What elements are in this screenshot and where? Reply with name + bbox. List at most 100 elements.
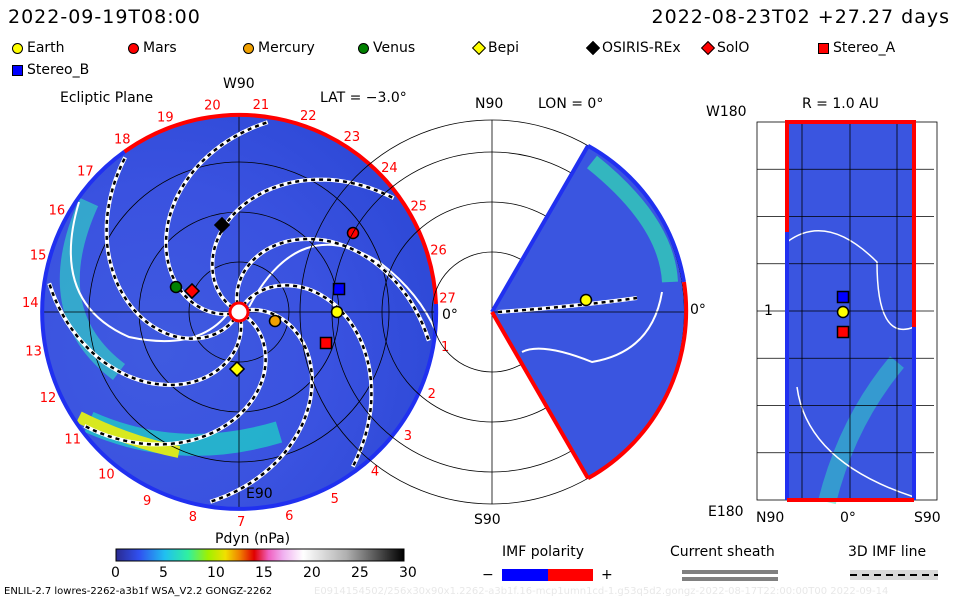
current-sheath-label: Current sheath (670, 544, 775, 560)
sector-number: 18 (114, 133, 131, 148)
radial-bottom-s90: S90 (914, 510, 941, 526)
sector-number: 3 (404, 429, 412, 444)
legend-item-bepi: Bepi (471, 40, 519, 56)
current-sheet-line (796, 386, 915, 498)
sector-number: 15 (30, 248, 47, 263)
polarity-rim-negative (587, 143, 686, 283)
marker-bepi (228, 360, 246, 378)
run-info: E0914154502/256x30x90x1.2262-a3b1f.16-mc… (314, 586, 889, 597)
circle-marker-icon (128, 42, 139, 54)
marker-venus (169, 280, 183, 294)
imf-line-casing (850, 570, 938, 580)
colorbar-tick-label: 10 (207, 565, 225, 581)
sector-number: 1 (441, 340, 449, 355)
radial-bottom-n90: N90 (756, 510, 785, 526)
legend-label: Venus (373, 40, 416, 56)
sector-number: 13 (25, 345, 42, 360)
marker-earth-meridional (579, 293, 593, 307)
polarity-edge (490, 144, 590, 314)
sector-number: 5 (331, 492, 339, 507)
legend-label: Stereo_B (27, 62, 90, 78)
sector-number: 22 (300, 109, 317, 124)
ecliptic-bottom-label: E90 (246, 486, 273, 502)
polarity-rim-negative (785, 232, 916, 500)
marker-osiris-rex (213, 216, 231, 234)
marker-mercury (268, 314, 282, 328)
sector-number: 20 (204, 99, 221, 114)
polarity-rim-negative (40, 150, 439, 511)
imf-polarity-positive (548, 569, 593, 581)
sector-number: 25 (411, 199, 428, 214)
ecliptic-right-label: 0° (442, 307, 458, 323)
sector-number: 19 (157, 110, 174, 125)
simulation-time: 2022-09-19T08:00 (8, 6, 201, 28)
sector-number: 14 (22, 296, 39, 311)
run-time: 2022-08-23T02 +27.27 days (651, 6, 950, 28)
sector-number: 12 (40, 391, 57, 406)
current-sheet-line (69, 201, 230, 343)
ecliptic-lat: LAT = −3.0° (320, 90, 407, 106)
sector-number: 11 (64, 433, 81, 448)
current-sheet-line (521, 291, 663, 364)
sector-number: 9 (143, 494, 151, 509)
square-marker-icon (818, 42, 829, 54)
legend-label: Mars (143, 40, 177, 56)
sun-inner-boundary (228, 301, 250, 323)
imf-spiral-casing (83, 314, 268, 447)
legend-item-mercury: Mercury (243, 40, 315, 56)
current-sheet-line (786, 230, 915, 331)
imf-plus: + (601, 567, 613, 583)
polarity-rim-positive (123, 112, 438, 305)
imf-polarity-label: IMF polarity (502, 544, 585, 560)
marker-earth-radial (836, 305, 850, 319)
legend-label: Earth (27, 40, 65, 56)
sector-number: 17 (77, 164, 94, 179)
legend-item-venus: Venus (358, 40, 415, 56)
sector-number: 23 (344, 130, 361, 145)
sector-number: 8 (189, 510, 197, 525)
colorbar-tick-label: 30 (399, 565, 417, 581)
legend-item-earth: Earth (12, 40, 65, 56)
radial-bottom-left: E180 (708, 504, 744, 520)
colorbar-tick-label: 5 (159, 565, 168, 581)
sector-number: 7 (237, 515, 245, 530)
imf-spiral-casing (47, 282, 244, 388)
legend-item-stereo_a: Stereo_A (818, 40, 895, 56)
current-sheath-line (682, 570, 778, 574)
ecliptic-top-label: W90 (223, 76, 255, 92)
legend-item-solo: SolO (700, 40, 750, 56)
marker-earth (330, 305, 344, 319)
ecliptic-title: Ecliptic Plane (60, 90, 154, 106)
marker-solo (183, 282, 201, 300)
legend-label: Stereo_A (833, 40, 896, 56)
imf-spiral-casing (234, 236, 431, 342)
legend-item-mars: Mars (128, 40, 177, 56)
polarity-rim-positive (785, 120, 916, 327)
colorbar-tick-label: 25 (351, 565, 369, 581)
meridional-top-label: N90 (475, 96, 504, 112)
imf-line (497, 296, 638, 314)
sector-number: 27 (439, 291, 456, 306)
imf-minus: − (482, 567, 494, 583)
marker-stereo_a (319, 336, 333, 350)
sector-number: 21 (253, 98, 270, 113)
colorbar-tick-label: 15 (255, 565, 273, 581)
sector-number: 24 (381, 161, 398, 176)
square-marker-icon (12, 64, 23, 76)
model-info: ENLIL-2.7 lowres-2262-a3b1f WSA_V2.2 GON… (4, 586, 273, 597)
imf-line-label: 3D IMF line (848, 544, 927, 560)
legend-item-stereo_b: Stereo_B (12, 62, 89, 78)
legend-label: Bepi (488, 40, 519, 56)
circle-marker-icon (243, 42, 254, 54)
colorbar-tick-label: 0 (111, 565, 120, 581)
sector-number: 26 (430, 244, 447, 259)
imf-polarity-negative (502, 569, 548, 581)
density-band (818, 356, 904, 505)
radial-top-left: W180 (706, 104, 747, 120)
meridional-title: LON = 0° (538, 96, 604, 112)
sector-number: 16 (49, 203, 66, 218)
colorbar (115, 548, 405, 562)
sector-number: 6 (285, 509, 293, 524)
legend-label: SolO (717, 40, 750, 56)
